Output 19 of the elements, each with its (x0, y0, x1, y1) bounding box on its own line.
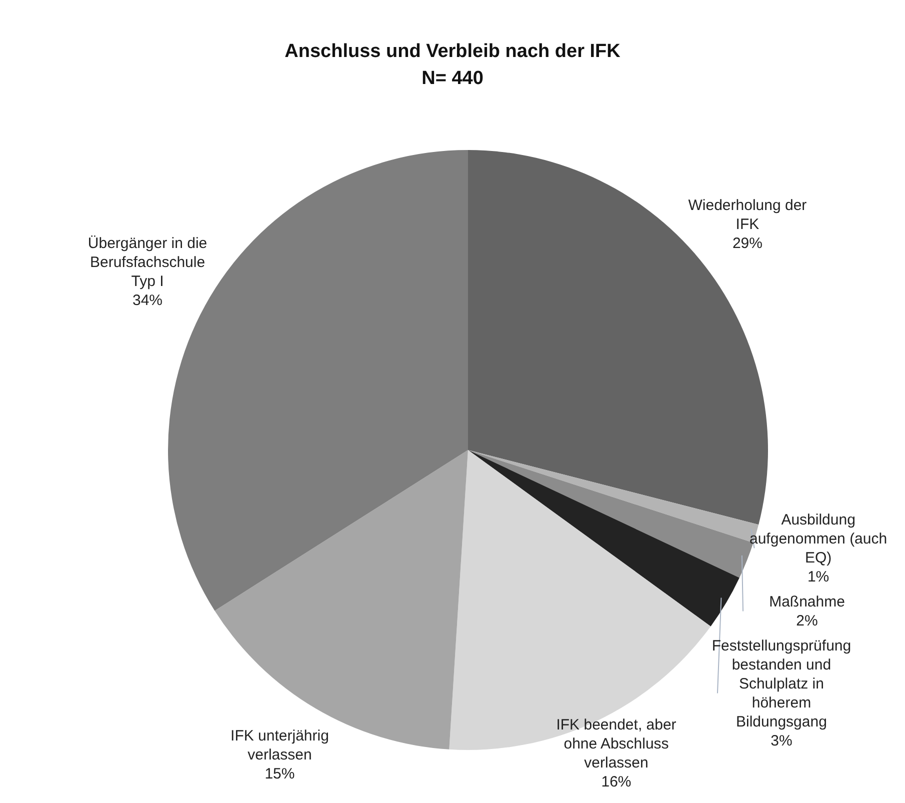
slice-label: Wiederholung der IFK (688, 197, 807, 234)
data-label: 2% (796, 612, 818, 630)
data-label: 15% (264, 766, 295, 783)
data-label: 1% (807, 568, 830, 586)
pie-slice (468, 450, 740, 626)
slice-label: Übergänger in die Berufsfachschule Typ I (88, 234, 208, 290)
slice-label: Feststellungsprüfung bestanden und Schulplatz in höherem Bildungsgang (712, 637, 852, 730)
slice-label: Maßnahme (769, 593, 845, 610)
data-label: 16% (601, 773, 632, 790)
data-label: 29% (732, 235, 762, 252)
pie-slice (214, 450, 468, 750)
slice-label: Ausbildung aufgenommen (auch EQ) (750, 511, 888, 566)
slice-label: IFK beendet, aber ohne Abschluss verlassen (556, 716, 676, 772)
slice-label: IFK unterjährig verlassen (230, 728, 329, 764)
data-label: 34% (132, 292, 163, 309)
pie-slice (449, 450, 711, 750)
data-label: 3% (770, 732, 792, 750)
chart-title: Anschluss und Verbleib nach der IFK (284, 40, 622, 64)
chart-subtitle: N= 440 (420, 67, 484, 91)
